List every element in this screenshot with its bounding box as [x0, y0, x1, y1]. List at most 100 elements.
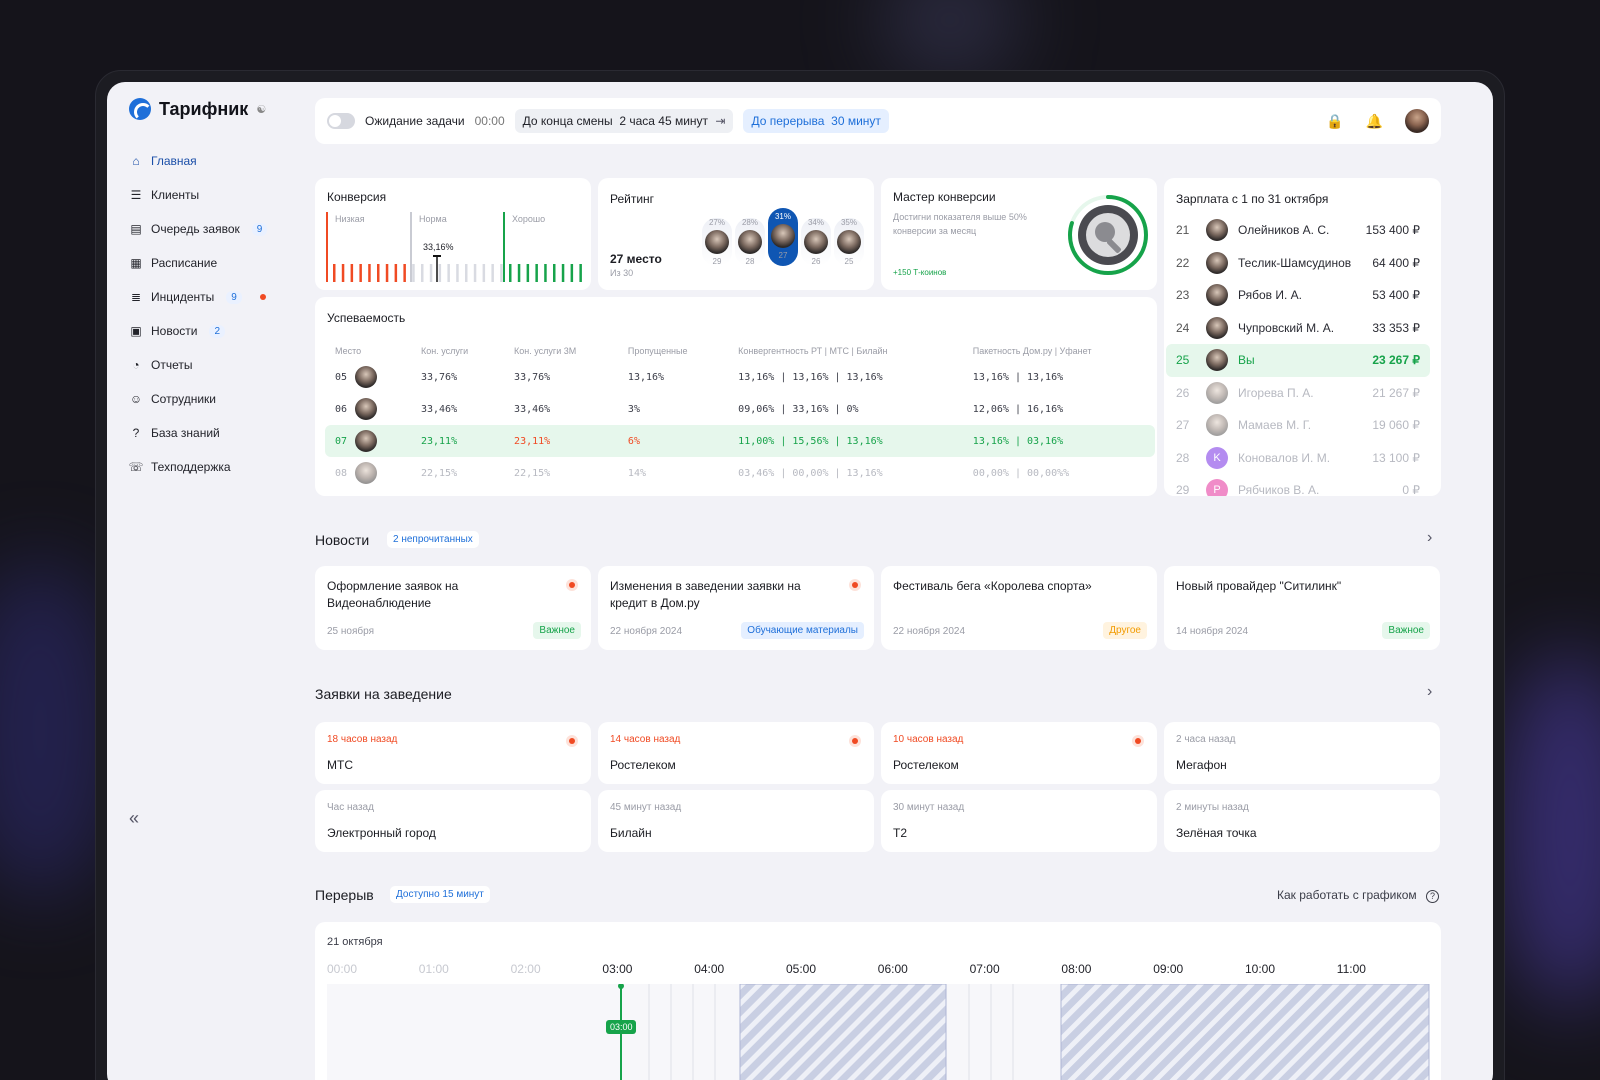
- nav-item-3[interactable]: ▦ Расписание: [129, 246, 267, 280]
- conversion-card: Конверсия Низкая Норма Хорошо 33,16%: [315, 178, 591, 290]
- nav-item-label: Клиенты: [151, 188, 200, 202]
- news-card-title: Фестиваль бега «Королева спорта»: [893, 579, 1092, 593]
- hour-label: 03:00: [602, 962, 633, 976]
- rating-column[interactable]: 31% 27: [768, 208, 798, 266]
- nav-item-0[interactable]: ⌂ Главная: [129, 144, 267, 178]
- breaks-help-link[interactable]: Как работать с графиком ?: [1277, 888, 1440, 903]
- request-card[interactable]: Час назад Электронный город: [315, 790, 591, 852]
- nav-item-6[interactable]: ◔ Отчеты: [129, 348, 267, 382]
- performance-card: Успеваемость Место Кон. услуги Кон. услуги…: [315, 297, 1157, 496]
- master-reward: +150 Т-коинов: [893, 268, 947, 277]
- app-name: Тарифник: [159, 98, 249, 119]
- salary-row[interactable]: 29 Р Рябчиков В. А. 0 ₽: [1166, 474, 1430, 496]
- news-icon: ▣: [130, 324, 142, 338]
- busy-block[interactable]: [1060, 984, 1430, 1080]
- news-card[interactable]: Фестиваль бега «Королева спорта» 22 ноябр…: [881, 566, 1157, 650]
- nav-item-label: Инциденты: [151, 290, 215, 304]
- hour-label: 07:00: [969, 962, 1000, 976]
- request-card[interactable]: 2 часа назад Мегафон: [1164, 722, 1440, 784]
- requests-next-icon[interactable]: ›: [1427, 683, 1433, 700]
- collapse-sidebar-icon[interactable]: «: [129, 808, 140, 828]
- news-card-date: 14 ноября 2024: [1176, 626, 1249, 637]
- salary-row[interactable]: 23 Рябов И. А. 53 400 ₽: [1166, 279, 1430, 312]
- salary-row[interactable]: 26 Игорева П. А. 21 267 ₽: [1166, 377, 1430, 410]
- user-avatar[interactable]: [1405, 109, 1429, 133]
- news-card[interactable]: Изменения в заведении заявки на кредит в…: [598, 566, 874, 650]
- rating-avatar: [738, 230, 762, 254]
- avatar: [355, 366, 378, 388]
- table-header: Пакетность Дом.ру | Уфанет: [972, 346, 1092, 356]
- request-card[interactable]: 14 часов назад Ростелеком: [598, 722, 874, 784]
- logo[interactable]: Тарифник ☯: [129, 98, 267, 121]
- table-cell: 33,76%: [420, 371, 458, 383]
- salary-amount: 64 400 ₽: [1372, 255, 1420, 270]
- request-card[interactable]: 2 минуты назад Зелёная точка: [1164, 790, 1440, 852]
- place-number: 07: [335, 436, 348, 447]
- news-unread-tag: 2 непрочитанных: [387, 531, 479, 548]
- news-category-chip: Другое: [1103, 622, 1147, 639]
- rating-column[interactable]: 35% 25: [834, 218, 864, 266]
- table-cell: 13,16% | 13,16% | 13,16%: [738, 371, 883, 383]
- request-card[interactable]: 10 часов назад Ростелеком: [881, 722, 1157, 784]
- nav-item-5[interactable]: ▣ Новости 2: [129, 314, 267, 348]
- master-desc: Достигни показателя выше 50% конверсии з…: [893, 212, 1027, 236]
- place-number: 06: [335, 404, 348, 415]
- exit-icon[interactable]: ⇥: [715, 114, 726, 128]
- rating-column[interactable]: 27% 29: [702, 218, 732, 266]
- rating-column[interactable]: 34% 26: [801, 218, 831, 266]
- request-time: 30 минут назад: [893, 802, 965, 813]
- table-cell: 13,16% | 13,16%: [972, 371, 1064, 383]
- salary-name: Коновалов И. М.: [1238, 450, 1331, 465]
- news-title: Новости: [315, 532, 370, 548]
- news-card[interactable]: Новый провайдер "Ситилинк" 14 ноября 2024…: [1164, 566, 1440, 650]
- hour-label: 09:00: [1153, 962, 1184, 976]
- team-icon: ☯: [256, 103, 267, 116]
- table-cell-place: 05: [325, 361, 411, 393]
- table-cell: 23,11%: [410, 425, 505, 457]
- table-row[interactable]: 07 23,11% 23,11% 6% 11,00% | 15,56% | 13…: [325, 425, 1155, 457]
- table-row[interactable]: 06 33,46% 33,46% 3% 09,06% | 33,16% | 0%…: [325, 393, 1155, 425]
- request-card[interactable]: 30 минут назад T2: [881, 790, 1157, 852]
- request-provider: МТС: [327, 758, 353, 772]
- salary-row[interactable]: 22 Теслик-Шамсудинов 64 400 ₽: [1166, 247, 1430, 280]
- salary-row[interactable]: 28 K Коновалов И. М. 13 100 ₽: [1166, 442, 1430, 475]
- salary-row[interactable]: 24 Чупровский М. А. 33 353 ₽: [1166, 312, 1430, 345]
- request-card[interactable]: 45 минут назад Билайн: [598, 790, 874, 852]
- waiting-toggle[interactable]: [327, 113, 355, 129]
- table-cell: 33,76%: [514, 371, 551, 383]
- nav-item-9[interactable]: ☏ Техподдержка: [129, 450, 267, 484]
- table-row[interactable]: 05 33,76% 33,76% 13,16% 13,16% | 13,16% …: [325, 361, 1155, 393]
- hour-label: 08:00: [1061, 962, 1092, 976]
- salary-row[interactable]: 25 Вы 23 267 ₽: [1166, 344, 1430, 377]
- news-next-icon[interactable]: ›: [1427, 529, 1433, 546]
- busy-block[interactable]: [739, 984, 947, 1080]
- table-header: Пропущенные: [627, 346, 688, 356]
- requests-title: Заявки на заведение: [315, 686, 452, 702]
- avatar: [1206, 251, 1228, 274]
- rating-column[interactable]: 28% 28: [735, 218, 765, 266]
- salary-rank: 24: [1176, 320, 1190, 335]
- avatar: [355, 430, 378, 452]
- salary-row[interactable]: 27 Мамаев М. Г. 19 060 ₽: [1166, 409, 1430, 442]
- nav-badge: 9: [226, 290, 242, 304]
- nav-item-1[interactable]: ☰ Клиенты: [129, 178, 267, 212]
- request-time: 45 минут назад: [610, 802, 682, 813]
- rating-pct: 28%: [741, 218, 758, 227]
- bell-icon[interactable]: 🔔: [1365, 112, 1383, 129]
- request-card[interactable]: 18 часов назад МТС: [315, 722, 591, 784]
- table-row[interactable]: 08 22,15% 22,15% 14% 03,46% | 00,00% | 1…: [325, 457, 1155, 489]
- salary-row[interactable]: 21 Олейников А. С. 153 400 ₽: [1166, 214, 1430, 247]
- request-time: Час назад: [327, 802, 374, 813]
- table-cell: 33,46%: [514, 403, 551, 415]
- conversion-norm-label: Норма: [419, 214, 447, 224]
- breaks-available-tag: Доступно 15 минут: [390, 886, 490, 903]
- nav-item-2[interactable]: ▤ Очередь заявок 9: [129, 212, 268, 246]
- hour-label: 04:00: [694, 962, 725, 976]
- nav-item-4[interactable]: ≣ Инциденты 9: [129, 280, 267, 314]
- employees-icon: ☺: [129, 392, 143, 406]
- lock-icon[interactable]: 🔒: [1326, 112, 1344, 129]
- waiting-time: 00:00: [474, 114, 505, 128]
- news-card[interactable]: Оформление заявок на Видеонаблюдение 25 н…: [315, 566, 591, 650]
- nav-item-8[interactable]: ? База знаний: [129, 416, 267, 450]
- nav-item-7[interactable]: ☺ Сотрудники: [129, 382, 267, 416]
